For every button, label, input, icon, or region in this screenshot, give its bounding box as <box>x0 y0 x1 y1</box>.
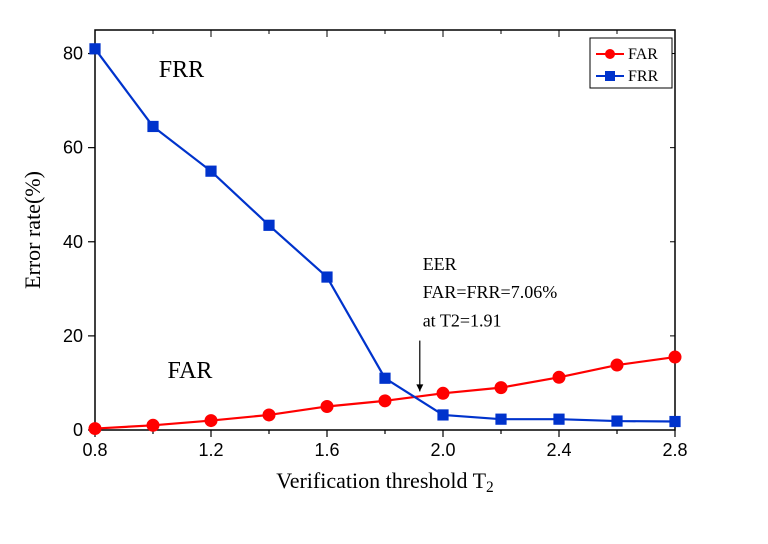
marker-far <box>379 395 391 407</box>
y-tick-label: 0 <box>73 420 83 440</box>
marker-frr <box>264 220 274 230</box>
line-chart: 0.8 1.2 1.6 2.0 2.4 2.8 0 20 40 60 80 Verification … <box>0 0 768 544</box>
legend-label: FRR <box>628 68 659 85</box>
x-tick-label: 2.0 <box>430 440 455 460</box>
marker-frr <box>612 416 622 426</box>
marker-frr <box>380 373 390 383</box>
marker-frr <box>438 410 448 420</box>
marker-frr <box>90 44 100 54</box>
y-tick-label: 40 <box>63 232 83 252</box>
x-tick-label: 2.8 <box>662 440 687 460</box>
annotation-text: FAR <box>168 358 213 384</box>
marker-frr <box>554 414 564 424</box>
x-tick-label: 0.8 <box>82 440 107 460</box>
y-tick-label: 80 <box>63 44 83 64</box>
svg-text:Verification threshold T2: Verification threshold T2 <box>276 468 493 496</box>
marker-far <box>321 400 333 412</box>
x-axis-label: Verification threshold T2 <box>276 468 493 496</box>
marker-far <box>147 419 159 431</box>
chart-container: 0.8 1.2 1.6 2.0 2.4 2.8 0 20 40 60 80 Verification … <box>0 0 768 544</box>
marker-far <box>611 359 623 371</box>
annotation-text: EER <box>423 254 457 274</box>
y-axis-label: Error rate(%) <box>20 171 45 289</box>
x-tick-label: 1.6 <box>314 440 339 460</box>
y-tick-label: 60 <box>63 138 83 158</box>
marker-far <box>205 415 217 427</box>
annotation-text: FAR=FRR=7.06% <box>423 282 558 302</box>
marker-far <box>437 387 449 399</box>
marker-frr <box>496 414 506 424</box>
marker-far <box>495 382 507 394</box>
legend-label: FAR <box>628 46 658 63</box>
x-tick-label: 1.2 <box>198 440 223 460</box>
marker-frr <box>670 416 680 426</box>
marker-frr <box>322 272 332 282</box>
marker-far <box>669 351 681 363</box>
marker-frr <box>206 166 216 176</box>
x-tick-label: 2.4 <box>546 440 571 460</box>
annotation-text: FRR <box>159 57 204 83</box>
marker-frr <box>148 121 158 131</box>
marker-far <box>553 371 565 383</box>
y-tick-label: 20 <box>63 326 83 346</box>
annotation-text: at T2=1.91 <box>423 310 502 330</box>
marker-far <box>89 423 101 435</box>
marker-far <box>263 409 275 421</box>
